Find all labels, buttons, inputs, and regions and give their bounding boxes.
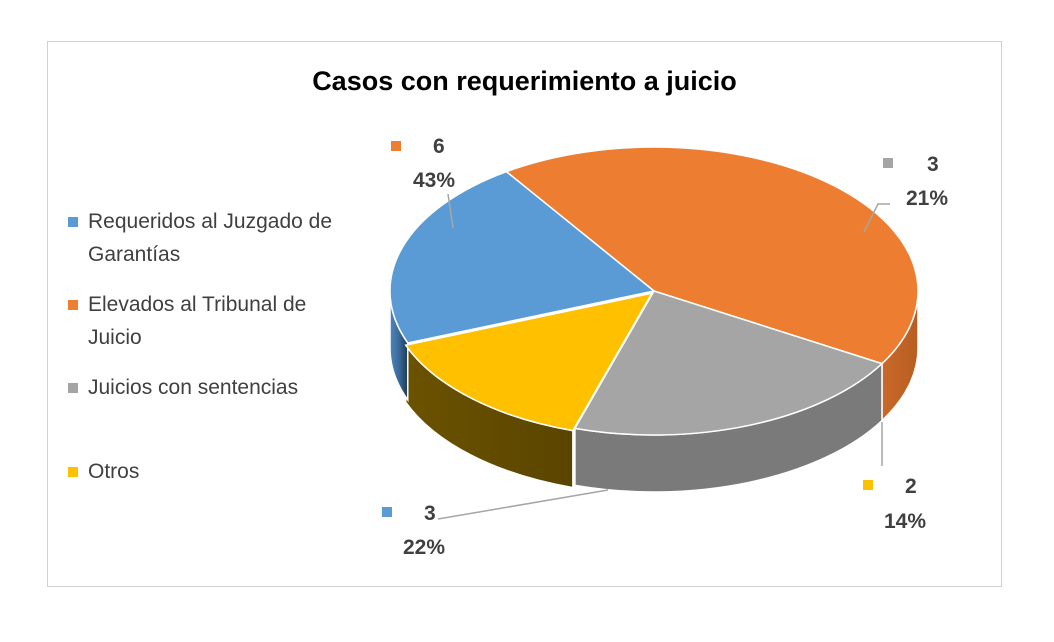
legend-item-elevados: Elevados al Tribunal de Juicio [66,288,346,354]
data-label-value-otros: 2 [905,475,917,498]
legend-label-requeridos: Requeridos al Juzgado de Garantías [88,210,333,266]
leader-line-juicios [863,203,890,233]
legend-swatch-requeridos [68,217,78,227]
legend: Requeridos al Juzgado de Garantías Eleva… [66,205,346,488]
pie-slice-requeridos [389,170,656,344]
legend-label-elevados: Elevados al Tribunal de Juicio [88,293,307,349]
leader-line-elevados [447,193,454,229]
data-label-swatch-otros [863,480,873,490]
pie-slice-otros [404,292,654,432]
chart-area: Casos con requerimiento a juicio Requeri… [47,41,1002,587]
data-label-value-requeridos: 3 [424,502,436,525]
leader-line-requeridos [437,489,609,520]
legend-label-otros: Otros [88,460,140,483]
legend-item-requeridos: Requeridos al Juzgado de Garantías [66,205,346,271]
legend-item-juicios: Juicios con sentencias [66,371,346,404]
data-label-swatch-requeridos [382,507,392,517]
data-label-value-elevados: 6 [433,135,445,158]
legend-item-otros: Otros [66,455,346,488]
data-label-percent-juicios: 21% [906,187,948,210]
data-label-swatch-elevados [391,141,401,151]
legend-swatch-otros [68,467,78,477]
legend-swatch-elevados [68,300,78,310]
data-label-percent-otros: 14% [884,510,926,533]
pie-slice-elevados [504,146,919,365]
legend-label-juicios: Juicios con sentencias [88,376,299,399]
data-label-percent-elevados: 43% [413,169,455,192]
legend-swatch-juicios [68,383,78,393]
pie-slice-juicios [573,290,884,436]
data-label-swatch-juicios [883,158,893,168]
data-label-value-juicios: 3 [927,153,939,176]
data-label-percent-requeridos: 22% [403,536,445,559]
chart-title: Casos con requerimiento a juicio [312,66,737,96]
pie-chart: 6 43% 3 21% 2 14% 3 22% [382,135,948,559]
